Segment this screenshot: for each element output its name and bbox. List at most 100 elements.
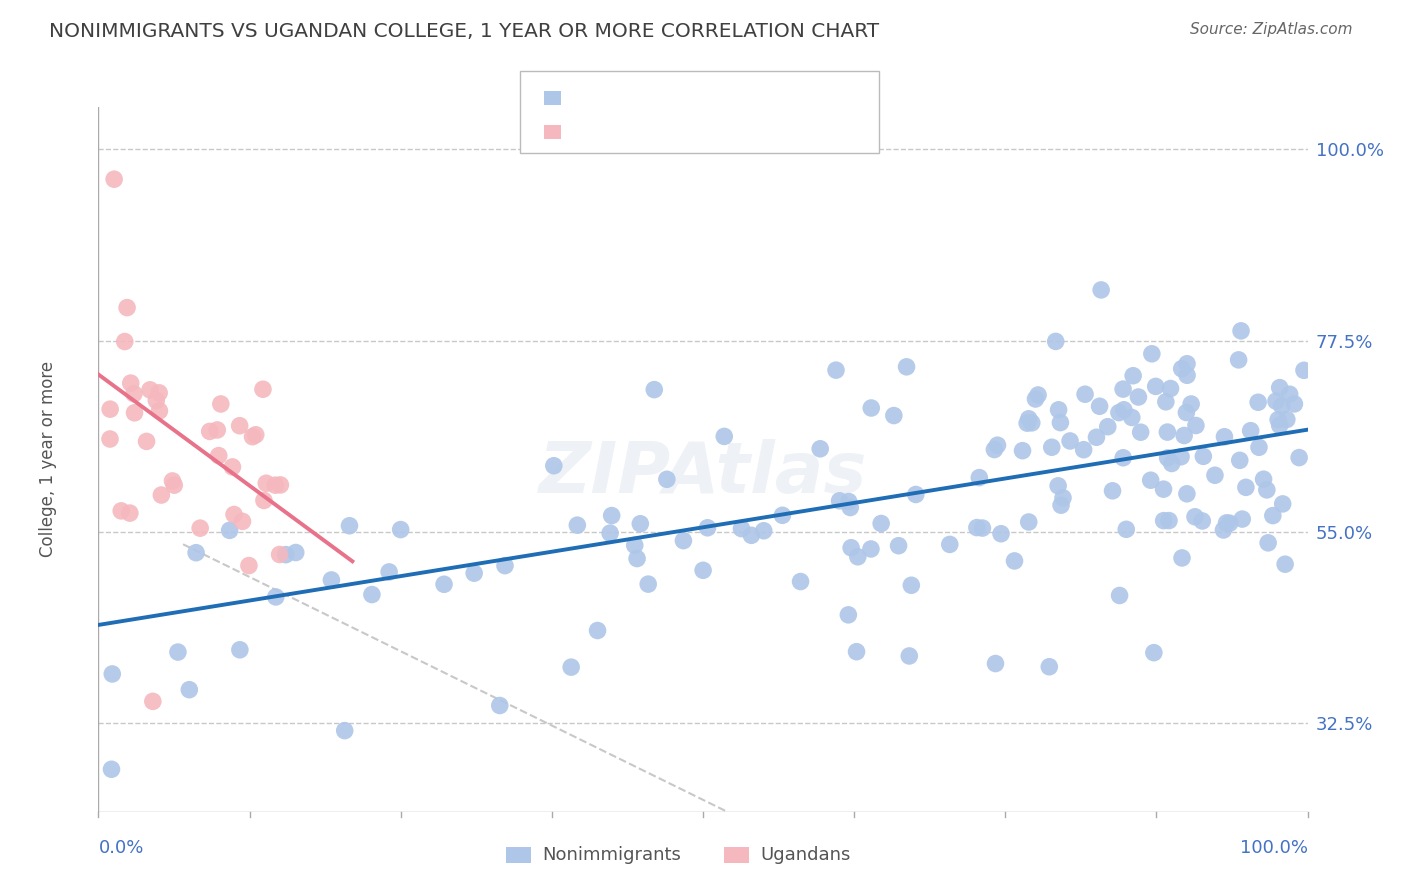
Point [1122, 368, 1144, 383]
Point [1090, 283, 1112, 297]
Text: R =  0.539   N = 155: R = 0.539 N = 155 [595, 81, 813, 99]
Point [1021, 416, 1043, 430]
Point [1213, 430, 1236, 444]
Point [1170, 450, 1192, 464]
Point [1160, 457, 1182, 471]
Point [1108, 589, 1130, 603]
Point [972, 521, 994, 535]
Point [1059, 434, 1081, 448]
Point [990, 526, 1012, 541]
Point [1018, 412, 1040, 426]
Point [1253, 472, 1275, 486]
Point [1139, 473, 1161, 487]
Point [586, 624, 609, 638]
Point [1192, 450, 1215, 464]
Point [643, 383, 665, 397]
Point [264, 478, 287, 492]
Point [1185, 418, 1208, 433]
Point [808, 442, 831, 456]
Point [900, 578, 922, 592]
Point [110, 504, 132, 518]
Point [1040, 440, 1063, 454]
Point [672, 533, 695, 548]
Point [163, 478, 186, 492]
Point [1153, 482, 1175, 496]
Point [752, 524, 775, 538]
Point [838, 494, 860, 508]
Point [696, 521, 718, 535]
Point [124, 406, 146, 420]
Text: 0.0%: 0.0% [98, 838, 143, 857]
Point [1256, 483, 1278, 497]
Point [1184, 509, 1206, 524]
Point [846, 549, 869, 564]
Point [231, 514, 253, 528]
Point [389, 523, 412, 537]
Point [1049, 416, 1071, 430]
Point [1112, 450, 1135, 465]
Point [333, 723, 356, 738]
Point [1156, 450, 1178, 465]
Point [1175, 357, 1198, 371]
Point [198, 425, 221, 439]
Point [969, 470, 991, 484]
Point [339, 518, 361, 533]
Point [1247, 395, 1270, 409]
Point [1115, 522, 1137, 536]
Point [1038, 659, 1060, 673]
Point [252, 382, 274, 396]
Point [1050, 498, 1073, 512]
Point [1121, 410, 1143, 425]
Point [1085, 430, 1108, 444]
Point [188, 521, 211, 535]
Point [1045, 334, 1067, 349]
Point [1240, 424, 1263, 438]
Point [1073, 442, 1095, 457]
Point [148, 404, 170, 418]
Point [740, 528, 762, 542]
Point [986, 438, 1008, 452]
Point [626, 551, 648, 566]
Text: College, 1 year or more: College, 1 year or more [38, 361, 56, 558]
Point [162, 474, 184, 488]
Point [770, 508, 793, 523]
Point [1160, 382, 1182, 396]
Point [896, 359, 918, 374]
Point [1284, 397, 1306, 411]
Point [361, 588, 384, 602]
Point [1017, 416, 1039, 430]
Point [1112, 402, 1135, 417]
Point [1292, 363, 1315, 377]
Point [837, 607, 859, 622]
Point [1275, 412, 1298, 426]
Point [1097, 419, 1119, 434]
Point [321, 573, 343, 587]
Point [1268, 381, 1291, 395]
Point [1101, 483, 1123, 498]
Point [1144, 379, 1167, 393]
Point [488, 698, 510, 713]
Point [859, 541, 882, 556]
Point [179, 682, 201, 697]
Point [242, 430, 264, 444]
Point [1191, 514, 1213, 528]
Point [1173, 428, 1195, 442]
Point [145, 393, 167, 408]
Point [1215, 516, 1237, 530]
Text: NONIMMIGRANTS VS UGANDAN COLLEGE, 1 YEAR OR MORE CORRELATION CHART: NONIMMIGRANTS VS UGANDAN COLLEGE, 1 YEAR… [49, 22, 879, 41]
Point [1278, 387, 1301, 401]
Point [269, 478, 291, 492]
Point [1018, 515, 1040, 529]
Point [167, 645, 190, 659]
Point [1271, 497, 1294, 511]
Point [1265, 394, 1288, 409]
Text: Ugandans: Ugandans [761, 847, 851, 864]
Point [1267, 412, 1289, 426]
Text: 100.0%: 100.0% [1240, 838, 1308, 857]
Point [623, 538, 645, 552]
Point [229, 642, 252, 657]
Point [1234, 480, 1257, 494]
Point [1047, 479, 1070, 493]
Point [599, 526, 621, 541]
Point [1219, 516, 1241, 531]
